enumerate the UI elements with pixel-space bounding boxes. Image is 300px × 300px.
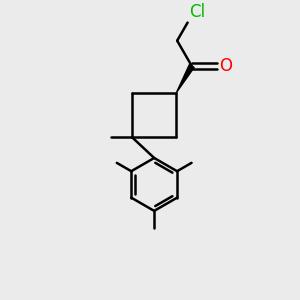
Text: Cl: Cl bbox=[189, 3, 205, 21]
Text: O: O bbox=[219, 57, 232, 75]
Polygon shape bbox=[176, 64, 194, 92]
